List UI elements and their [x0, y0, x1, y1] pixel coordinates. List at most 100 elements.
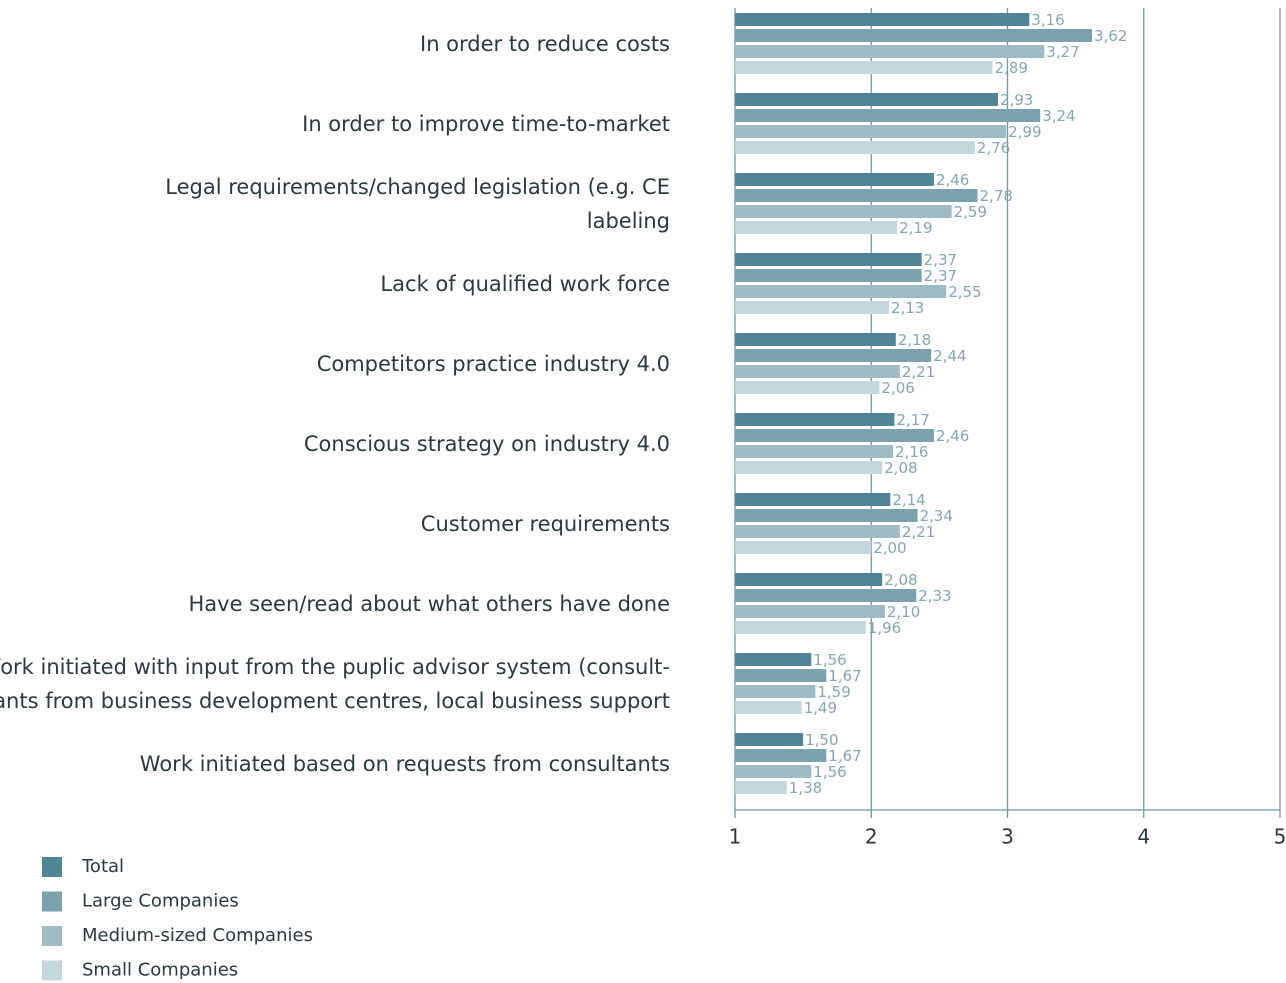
value-label: 1,67 — [828, 747, 861, 765]
bar — [735, 541, 872, 554]
category-label: Lack of qualified work force — [380, 272, 670, 296]
value-label: 2,37 — [924, 267, 957, 285]
bar — [735, 605, 885, 618]
bar — [735, 221, 898, 234]
legend-swatch — [42, 926, 62, 946]
bar — [735, 349, 932, 362]
x-tick-label: 3 — [1001, 825, 1014, 849]
bar — [735, 509, 918, 522]
x-tick-label: 5 — [1274, 825, 1286, 849]
value-label: 2,00 — [873, 539, 906, 557]
value-label: 1,56 — [813, 763, 846, 781]
bar — [735, 749, 827, 762]
value-label: 1,59 — [817, 683, 850, 701]
legend-label: Medium-sized Companies — [82, 925, 313, 946]
category-label: Have seen/read about what others have do… — [188, 592, 670, 616]
category-label: labeling — [587, 209, 670, 233]
value-label: 3,27 — [1046, 43, 1079, 61]
value-label: 2,78 — [980, 187, 1013, 205]
bar — [735, 29, 1092, 42]
bar — [735, 381, 880, 394]
category-label: Competitors practice industry 4.0 — [317, 352, 670, 376]
bar — [735, 189, 978, 202]
bar — [735, 285, 947, 298]
value-label: 2,59 — [954, 203, 987, 221]
value-label: 2,06 — [881, 379, 914, 397]
value-label: 2,18 — [898, 331, 931, 349]
value-label: 2,33 — [918, 587, 951, 605]
value-label: 2,34 — [920, 507, 953, 525]
category-label: Work initiated with input from the pupli… — [0, 655, 670, 679]
category-label: Customer requirements — [421, 512, 670, 536]
category-label: In order to reduce costs — [420, 32, 670, 56]
legend-label: Large Companies — [82, 891, 239, 912]
bar — [735, 109, 1041, 122]
value-label: 2,93 — [1000, 91, 1033, 109]
bar — [735, 93, 998, 106]
category-label: Conscious strategy on industry 4.0 — [304, 432, 670, 456]
bar — [735, 45, 1045, 58]
bar — [735, 269, 922, 282]
x-tick-label: 2 — [865, 825, 878, 849]
value-label: 3,62 — [1094, 27, 1127, 45]
value-label: 2,46 — [936, 427, 969, 445]
bar — [735, 413, 895, 426]
legend-label: Total — [81, 856, 124, 877]
bar — [735, 173, 934, 186]
bar — [735, 621, 866, 634]
bar — [735, 669, 827, 682]
value-label: 2,19 — [899, 219, 932, 237]
bar — [735, 701, 802, 714]
value-label: 2,17 — [896, 411, 929, 429]
bar — [735, 365, 900, 378]
bar — [735, 141, 975, 154]
value-label: 2,44 — [933, 347, 966, 365]
bar — [735, 445, 894, 458]
legend-label: Small Companies — [82, 960, 238, 981]
bar — [735, 589, 917, 602]
bar — [735, 653, 812, 666]
bar — [735, 333, 896, 346]
value-label: 2,99 — [1008, 123, 1041, 141]
bar — [735, 301, 889, 314]
x-tick-label: 4 — [1137, 825, 1150, 849]
value-label: 2,10 — [887, 603, 920, 621]
bar — [735, 781, 787, 794]
value-label: 1,50 — [805, 731, 838, 749]
value-label: 2,08 — [884, 571, 917, 589]
value-label: 2,76 — [977, 139, 1010, 157]
value-label: 2,13 — [891, 299, 924, 317]
value-label: 1,49 — [804, 699, 837, 717]
category-label: In order to improve time-to-market — [302, 112, 670, 136]
x-tick-label: 1 — [729, 825, 742, 849]
value-label: 2,16 — [895, 443, 928, 461]
value-label: 2,55 — [948, 283, 981, 301]
bar — [735, 125, 1007, 138]
bar — [735, 493, 891, 506]
value-label: 1,67 — [828, 667, 861, 685]
bar — [735, 205, 952, 218]
bar — [735, 685, 816, 698]
bar — [735, 573, 883, 586]
legend-swatch — [42, 857, 62, 877]
category-label: ants from business development centres, … — [0, 689, 670, 713]
bar — [735, 461, 883, 474]
value-label: 2,46 — [936, 171, 969, 189]
value-label: 2,89 — [995, 59, 1028, 77]
category-label: Legal requirements/changed legislation (… — [165, 175, 670, 199]
legend-swatch — [42, 891, 62, 912]
bar — [735, 765, 812, 778]
value-label: 1,56 — [813, 651, 846, 669]
legend-swatch — [42, 960, 62, 981]
value-label: 1,96 — [868, 619, 901, 637]
value-label: 2,37 — [924, 251, 957, 269]
bar — [735, 253, 922, 266]
bar — [735, 429, 934, 442]
bar — [735, 61, 993, 74]
value-label: 2,21 — [902, 523, 935, 541]
value-label: 2,14 — [892, 491, 925, 509]
category-label: Work initiated based on requests from co… — [140, 752, 670, 776]
bar — [735, 525, 900, 538]
bar — [735, 733, 804, 746]
